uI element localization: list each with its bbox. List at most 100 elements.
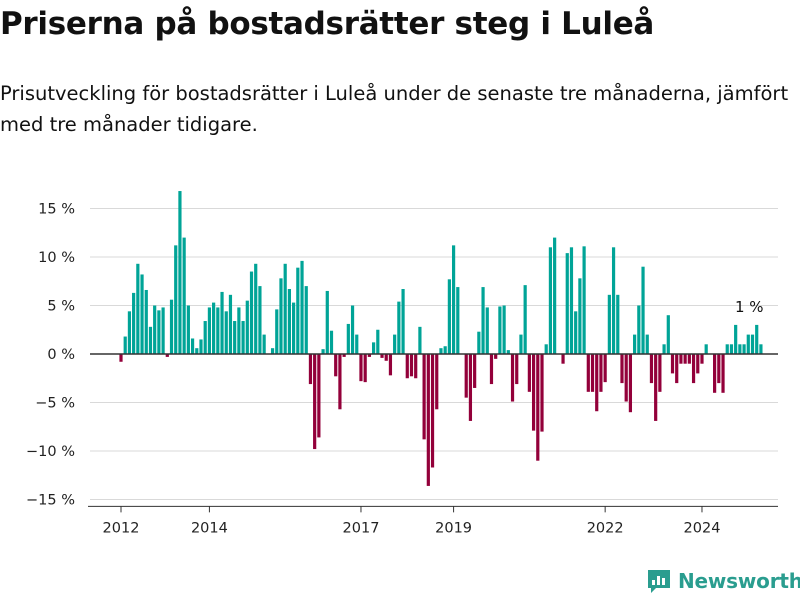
bar [755,324,759,354]
bar [628,354,633,413]
bar [169,299,174,354]
axes [88,353,778,513]
bar [376,329,380,354]
bar [649,354,654,384]
bar [165,354,169,357]
bar [561,354,565,364]
x-tick-label: 2014 [191,520,228,536]
y-tick-label: 15 % [38,202,75,218]
bar [296,267,300,354]
bar [750,334,755,354]
bar [515,354,519,385]
bar [582,246,586,354]
bar [696,354,700,374]
bar [569,247,574,354]
bar [675,354,679,384]
bar [662,344,666,354]
bar [342,354,346,357]
bar [136,263,140,354]
bar [451,245,456,354]
bar [405,354,409,379]
bar [216,307,220,354]
x-tick-label: 2024 [684,520,721,536]
bar [127,311,132,354]
bar [666,315,670,354]
bar [338,354,342,410]
bar [734,324,738,354]
bar [485,307,489,354]
bar [645,334,649,354]
bar [190,338,195,354]
bar [325,290,329,354]
bar [519,334,523,354]
bar [186,305,190,354]
bar [182,237,186,354]
bar [144,289,148,354]
bar [620,354,624,384]
y-tick-label: 10 % [38,250,75,266]
bar [523,285,527,354]
bar [313,354,317,450]
bar [233,321,237,354]
bar [132,292,136,354]
bar [178,191,182,354]
bar [224,311,228,354]
bar [367,354,371,357]
bar [346,323,350,354]
bar [195,348,199,354]
bar [717,354,721,384]
bar [401,289,405,354]
bar [426,354,430,486]
y-tick-label: −5 % [35,396,75,412]
bars [119,191,763,486]
bar [174,245,178,354]
bar [687,354,691,364]
bar [607,294,611,354]
bar [624,354,628,402]
bar [384,354,388,361]
bar [540,354,544,432]
tick-labels: 15 % 10 % 5 % 0 % −5 % −10 % −15 % 2012 2014 2017… [26,202,764,537]
bar [590,354,595,392]
bar [468,354,473,421]
bar [393,334,397,354]
brand-name: Newsworthy [678,569,800,593]
bar [350,305,355,354]
bar [679,354,683,364]
x-tick-label: 2017 [343,520,380,536]
bar [212,302,216,354]
bar [270,348,275,354]
x-tick-label: 2019 [435,520,472,536]
bar [670,354,675,374]
bar [283,263,287,354]
bar [599,354,603,392]
bar [443,346,447,354]
bar [157,310,161,354]
bar [249,271,254,354]
bar [725,344,729,354]
bar [704,344,708,354]
bar [388,354,393,376]
bar [414,354,418,379]
bar [279,278,283,354]
bar [489,354,494,385]
bar [292,302,296,354]
bar [262,334,266,354]
bar [759,344,763,354]
y-tick-label: 0 % [47,347,75,363]
bar [363,354,367,383]
bar [527,354,531,392]
bar [119,354,123,362]
bar [658,354,662,392]
bar [553,237,557,354]
bar [287,289,291,354]
bar [456,287,460,354]
bar [254,263,258,354]
bar [409,354,414,377]
bar [422,354,426,440]
bar [477,331,481,354]
bar [691,354,696,384]
bar [153,305,157,354]
bar [228,294,233,354]
bar [641,266,645,354]
